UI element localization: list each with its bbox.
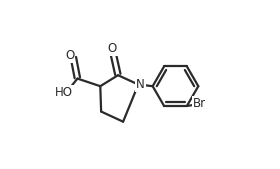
- Text: N: N: [136, 78, 145, 91]
- Text: Br: Br: [193, 97, 206, 110]
- Text: O: O: [65, 49, 74, 62]
- Text: HO: HO: [55, 86, 73, 99]
- Text: O: O: [108, 42, 117, 55]
